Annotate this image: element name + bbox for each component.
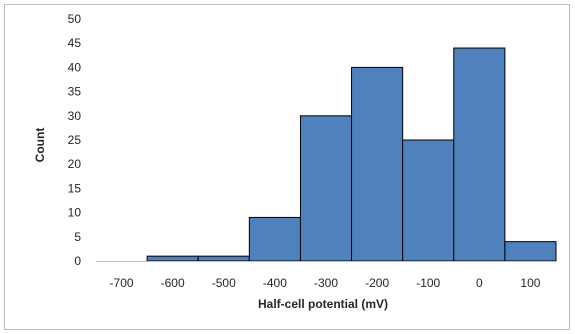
x-tick-label: -100 bbox=[416, 276, 440, 290]
histogram-bar bbox=[402, 139, 455, 262]
y-tick-label: 20 bbox=[68, 157, 82, 171]
y-tick-label: 30 bbox=[68, 109, 82, 123]
x-tick-label: -500 bbox=[212, 276, 236, 290]
histogram-bar bbox=[504, 241, 557, 262]
y-tick-label: 0 bbox=[74, 254, 81, 268]
y-axis-title: Count bbox=[33, 128, 47, 163]
y-tick-label: 25 bbox=[68, 133, 82, 147]
histogram-bar bbox=[146, 255, 199, 262]
histogram-bar bbox=[351, 66, 404, 262]
y-tick-label: 35 bbox=[68, 85, 82, 99]
y-tick-label: 50 bbox=[68, 12, 82, 26]
x-tick-label: -400 bbox=[263, 276, 287, 290]
histogram-bar bbox=[453, 47, 506, 262]
x-tick-label: 0 bbox=[476, 276, 483, 290]
histogram-bar bbox=[248, 216, 301, 262]
histogram-bar bbox=[197, 255, 250, 262]
bars bbox=[146, 47, 557, 262]
y-tick-label: 45 bbox=[68, 36, 82, 50]
histogram-bar bbox=[299, 115, 353, 262]
y-tick-label: 40 bbox=[68, 60, 82, 74]
x-tick-label: 100 bbox=[520, 276, 540, 290]
x-tick-label: -700 bbox=[110, 276, 134, 290]
y-tick-label: 10 bbox=[68, 206, 82, 220]
x-axis-ticks: -700 -600 -500 -400 -300 -200 -100 0 100 bbox=[110, 276, 541, 290]
x-tick-label: -300 bbox=[314, 276, 338, 290]
y-tick-label: 5 bbox=[74, 230, 81, 244]
x-tick-label: -200 bbox=[365, 276, 389, 290]
x-tick-label: -600 bbox=[161, 276, 185, 290]
y-axis-ticks: 0 5 10 15 20 25 30 35 40 45 50 bbox=[68, 12, 82, 268]
y-tick-label: 15 bbox=[68, 181, 82, 195]
x-axis-title: Half-cell potential (mV) bbox=[258, 297, 388, 311]
